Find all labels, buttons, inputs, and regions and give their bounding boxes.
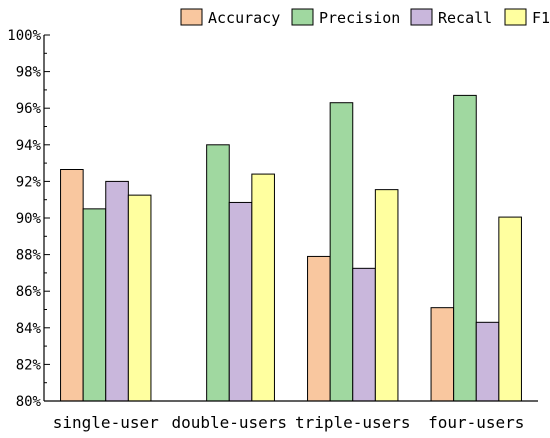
bar-precision-four-users [453,94,477,402]
bar-accuracy-single-user [60,169,84,402]
x-category-label-double-users: double-users [171,413,287,432]
legend-label-precision: Precision [319,9,400,27]
bar-precision-triple-users [329,102,354,402]
y-tick-label: 94% [16,138,42,154]
bar-accuracy-four-users [430,307,455,402]
bars-group [60,94,522,402]
bar-recall-single-user [105,180,129,402]
y-tick-label: 100% [7,28,41,44]
bar-recall-double-users [228,201,253,402]
y-tick-label: 84% [16,321,42,337]
bar-recall-triple-users [352,267,376,402]
bar-f1-single-user [127,194,152,402]
bar-f1-triple-users [374,189,399,402]
axes-group: 80% 82% 84% 86% 88% 90% 92% 94% 96% 98% 100% single… [7,28,538,432]
legend: Accuracy Precision Recall F1 [180,8,550,27]
bar-recall-four-users [475,321,500,402]
legend-label-recall: Recall [438,9,492,27]
x-category-label-four-users: four-users [428,413,524,432]
x-category-label-single-user: single-user [53,413,159,432]
y-tick-label: 82% [16,357,42,373]
y-tick-label: 86% [16,284,42,300]
bar-precision-double-users [206,144,230,402]
bar-f1-four-users [498,216,522,402]
y-tick-label: 96% [16,101,42,117]
bar-accuracy-triple-users [307,255,331,402]
y-tick-label: 80% [16,394,42,410]
legend-swatch-recall [410,8,433,26]
bar-f1-double-users [251,173,275,402]
legend-swatch-precision [291,8,314,26]
y-tick-label: 88% [16,248,42,264]
legend-label-accuracy: Accuracy [208,9,280,27]
y-tick-label: 92% [16,174,42,190]
y-tick-label: 90% [16,211,42,227]
legend-swatch-accuracy [180,8,203,26]
bar-precision-single-user [82,208,107,402]
legend-label-f1: F1 [532,9,550,27]
x-category-label-triple-users: triple-users [295,413,411,432]
y-tick-label: 98% [16,65,42,81]
legend-swatch-f1 [504,8,527,26]
